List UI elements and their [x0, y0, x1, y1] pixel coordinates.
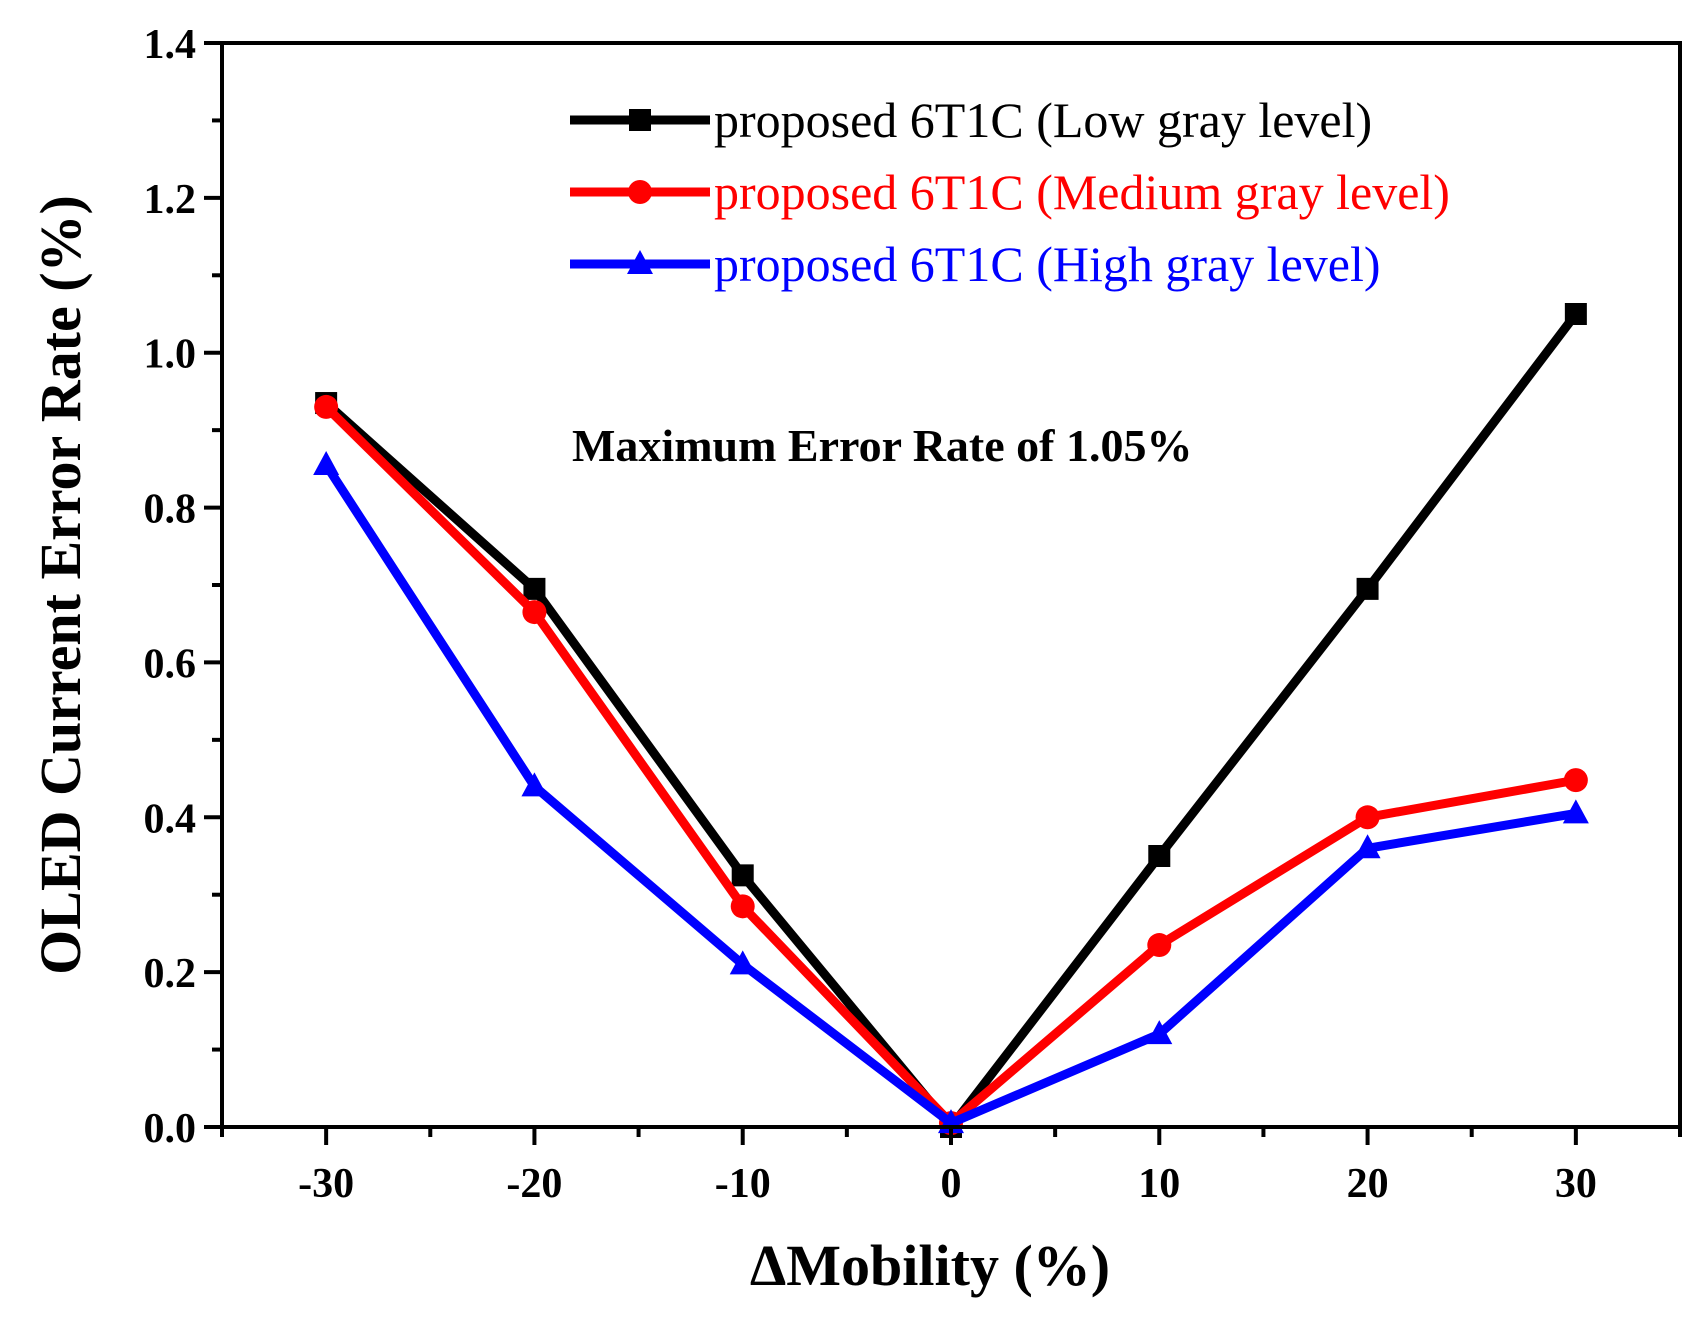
- x-tick-label: -20: [506, 1161, 562, 1207]
- y-axis-title: OLED Current Error Rate (%): [28, 195, 93, 975]
- data-point: [1564, 303, 1587, 325]
- data-point: [522, 600, 547, 625]
- x-tick-label: 20: [1347, 1161, 1389, 1207]
- data-point: [523, 577, 546, 600]
- data-point: [730, 894, 755, 919]
- legend-marker: [628, 180, 652, 204]
- y-tick-label: 0.0: [144, 1106, 197, 1152]
- x-tick-label: 0: [941, 1161, 962, 1207]
- data-point: [1147, 933, 1172, 958]
- y-tick-label: 0.8: [144, 487, 197, 533]
- series-line-1: [321, 402, 1581, 1128]
- y-tick-label: 0.4: [144, 796, 197, 842]
- y-axis: 0.0 0.2 0.4 0.6 0.8 1.0 1.2 1.4: [144, 22, 222, 1152]
- legend-marker: [629, 109, 651, 131]
- x-tick-label: 30: [1555, 1161, 1597, 1207]
- x-axis-title: ΔMobility (%): [750, 1233, 1110, 1298]
- legend-label: proposed 6T1C (Low gray level): [714, 92, 1372, 148]
- legend-marker: [627, 250, 653, 274]
- x-tick-label: 10: [1138, 1161, 1180, 1207]
- data-point: [731, 864, 754, 887]
- data-point: [313, 450, 340, 475]
- data-point: [314, 394, 339, 419]
- data-point: [1148, 845, 1171, 867]
- legend-label: proposed 6T1C (High gray level): [714, 236, 1381, 292]
- y-tick-label: 1.2: [144, 177, 197, 223]
- y-tick-label: 1.0: [144, 332, 197, 378]
- data-point: [729, 950, 756, 975]
- data-point: [1356, 577, 1379, 600]
- x-tick-label: -30: [298, 1161, 354, 1207]
- y-tick-label: 0.2: [144, 951, 197, 997]
- legend: proposed 6T1C (Low gray level) proposed 6…: [570, 92, 1450, 292]
- data-point: [1355, 805, 1380, 830]
- x-tick-label: -10: [715, 1161, 771, 1207]
- y-tick-label: 0.6: [144, 641, 197, 687]
- data-point: [521, 772, 548, 797]
- x-axis: -30 -20 -10 0 10 20 30: [220, 1127, 1682, 1207]
- data-point: [1563, 768, 1588, 793]
- data-point: [1146, 1020, 1173, 1045]
- data-point: [1354, 834, 1381, 859]
- annotation-max-error: Maximum Error Rate of 1.05%: [572, 420, 1192, 471]
- y-tick-label: 1.4: [144, 22, 197, 68]
- data-point: [1562, 799, 1589, 824]
- legend-label: proposed 6T1C (Medium gray level): [714, 164, 1450, 220]
